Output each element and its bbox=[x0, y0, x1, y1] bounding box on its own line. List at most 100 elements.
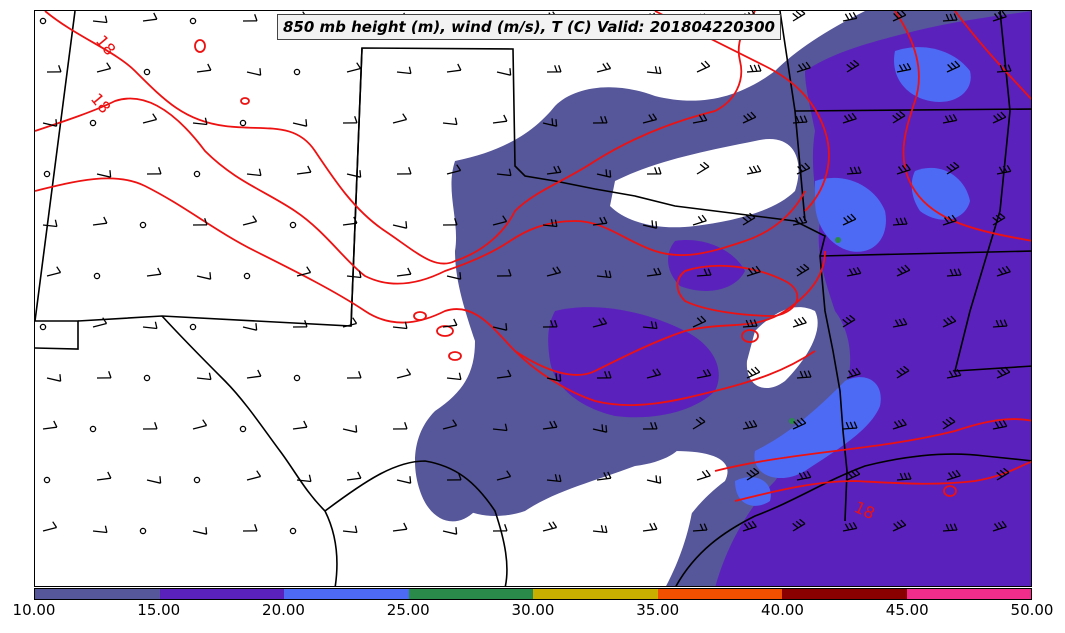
wind-barb bbox=[496, 168, 512, 177]
wind-barb bbox=[246, 470, 262, 481]
wind-barb bbox=[696, 469, 711, 481]
shade-20-25 bbox=[735, 47, 971, 506]
wind-barb bbox=[792, 417, 807, 430]
wind-barb bbox=[96, 170, 112, 178]
colorbar-ticks: 10.00 15.00 20.00 25.00 30.00 35.00 40.00 45.00… bbox=[13, 601, 1054, 625]
wind-barb bbox=[492, 423, 508, 432]
wind-barb bbox=[289, 221, 297, 229]
colorbar-segment bbox=[782, 589, 907, 599]
wind-barb bbox=[996, 265, 1011, 277]
wind-barb bbox=[896, 365, 910, 379]
wind-barb bbox=[189, 323, 197, 331]
wind-barb bbox=[146, 167, 162, 175]
wind-barb bbox=[292, 320, 308, 328]
colorbar-tick-label: 25.00 bbox=[386, 601, 430, 619]
wind-barb bbox=[542, 219, 558, 228]
wind-barb bbox=[796, 470, 812, 481]
wind-barb bbox=[792, 11, 806, 22]
wind-barb bbox=[346, 62, 362, 73]
shade-25-30 bbox=[835, 237, 841, 243]
wind-barb bbox=[992, 419, 1008, 430]
wind-barb bbox=[496, 269, 512, 277]
wind-barb bbox=[142, 113, 158, 124]
wind-barb bbox=[42, 219, 58, 228]
wind-barb bbox=[496, 68, 512, 76]
wind-barb bbox=[293, 68, 301, 76]
wind-barb bbox=[896, 472, 912, 481]
colorbar-segment bbox=[284, 589, 409, 599]
wind-barb bbox=[146, 267, 162, 277]
wind-barb bbox=[946, 161, 960, 175]
wind-barb bbox=[546, 266, 562, 277]
wind-barb bbox=[796, 61, 811, 73]
wind-barb bbox=[39, 323, 47, 331]
wind-barb bbox=[642, 113, 658, 124]
map-panel: 18 18 18 bbox=[34, 10, 1032, 587]
wind-barb bbox=[796, 162, 811, 175]
wind-barb bbox=[646, 368, 662, 379]
map-canvas: 18 18 18 bbox=[35, 11, 1031, 586]
wind-barb bbox=[946, 60, 961, 73]
wind-barb bbox=[246, 369, 262, 379]
wind-barb bbox=[942, 113, 958, 124]
wind-barb bbox=[143, 374, 151, 382]
wind-barb bbox=[142, 422, 158, 430]
wind-barb bbox=[792, 316, 807, 328]
wind-barb bbox=[642, 522, 658, 532]
wind-barb bbox=[996, 164, 1012, 175]
gap-gulf bbox=[575, 467, 695, 586]
wind-barb bbox=[139, 221, 147, 229]
wind-barb bbox=[592, 116, 608, 124]
wind-barb bbox=[92, 15, 108, 24]
wind-barb bbox=[842, 11, 858, 22]
wind-barb bbox=[692, 113, 708, 124]
wind-barb bbox=[342, 525, 358, 534]
wind-barb bbox=[846, 166, 862, 175]
wind-barb bbox=[592, 424, 608, 433]
wind-barb bbox=[796, 370, 812, 379]
colorbar-tick-label: 45.00 bbox=[885, 601, 929, 619]
wind-barb bbox=[792, 518, 806, 532]
wind-barb bbox=[89, 119, 97, 127]
wind-barb bbox=[992, 111, 1007, 124]
colorbar-segment bbox=[408, 589, 533, 599]
wind-barb bbox=[442, 419, 458, 430]
wind-barb bbox=[442, 527, 458, 535]
wind-barb bbox=[139, 527, 147, 535]
wind-barb bbox=[396, 267, 412, 277]
wind-barb bbox=[296, 165, 312, 175]
wind-barb bbox=[646, 267, 662, 277]
wind-barb bbox=[692, 523, 708, 532]
wind-barb bbox=[396, 66, 412, 75]
wind-barb bbox=[692, 416, 706, 430]
wind-barb bbox=[292, 119, 308, 127]
wind-barb bbox=[842, 521, 858, 532]
wind-barb bbox=[289, 527, 297, 535]
wind-barb bbox=[446, 63, 462, 73]
wind-barb bbox=[996, 64, 1012, 73]
shade-10-15-south bbox=[419, 410, 683, 516]
wind-barb bbox=[942, 523, 958, 532]
wind-barb bbox=[492, 323, 508, 331]
wind-barb bbox=[442, 318, 458, 328]
wind-barb bbox=[239, 425, 247, 433]
wind-barb bbox=[546, 165, 562, 175]
wind-barb bbox=[446, 473, 462, 481]
gap-east-corridor bbox=[746, 307, 818, 389]
wind-barb bbox=[642, 321, 658, 330]
wind-barb bbox=[342, 317, 358, 328]
wind-barb bbox=[892, 317, 908, 328]
wind-barb bbox=[946, 469, 961, 481]
wind-barb bbox=[792, 215, 808, 226]
wind-barb bbox=[746, 164, 762, 175]
colorbar-tick-label: 30.00 bbox=[511, 601, 555, 619]
wind-barb bbox=[442, 117, 458, 126]
colorbar-tick-label: 50.00 bbox=[1010, 601, 1054, 619]
wind-barb bbox=[42, 420, 58, 430]
wind-barb bbox=[596, 270, 612, 279]
wind-barb bbox=[143, 68, 151, 76]
wind-barb bbox=[596, 62, 612, 73]
wind-barb bbox=[96, 62, 112, 73]
wind-barb bbox=[646, 66, 662, 75]
wind-barb bbox=[596, 169, 612, 178]
